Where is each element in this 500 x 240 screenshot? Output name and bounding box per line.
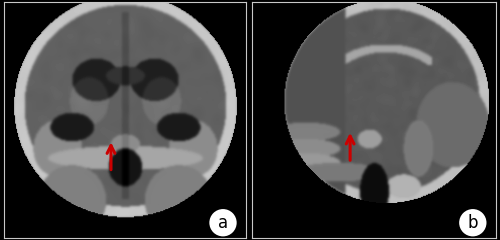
Text: a: a [218, 214, 228, 232]
Text: b: b [468, 214, 478, 232]
